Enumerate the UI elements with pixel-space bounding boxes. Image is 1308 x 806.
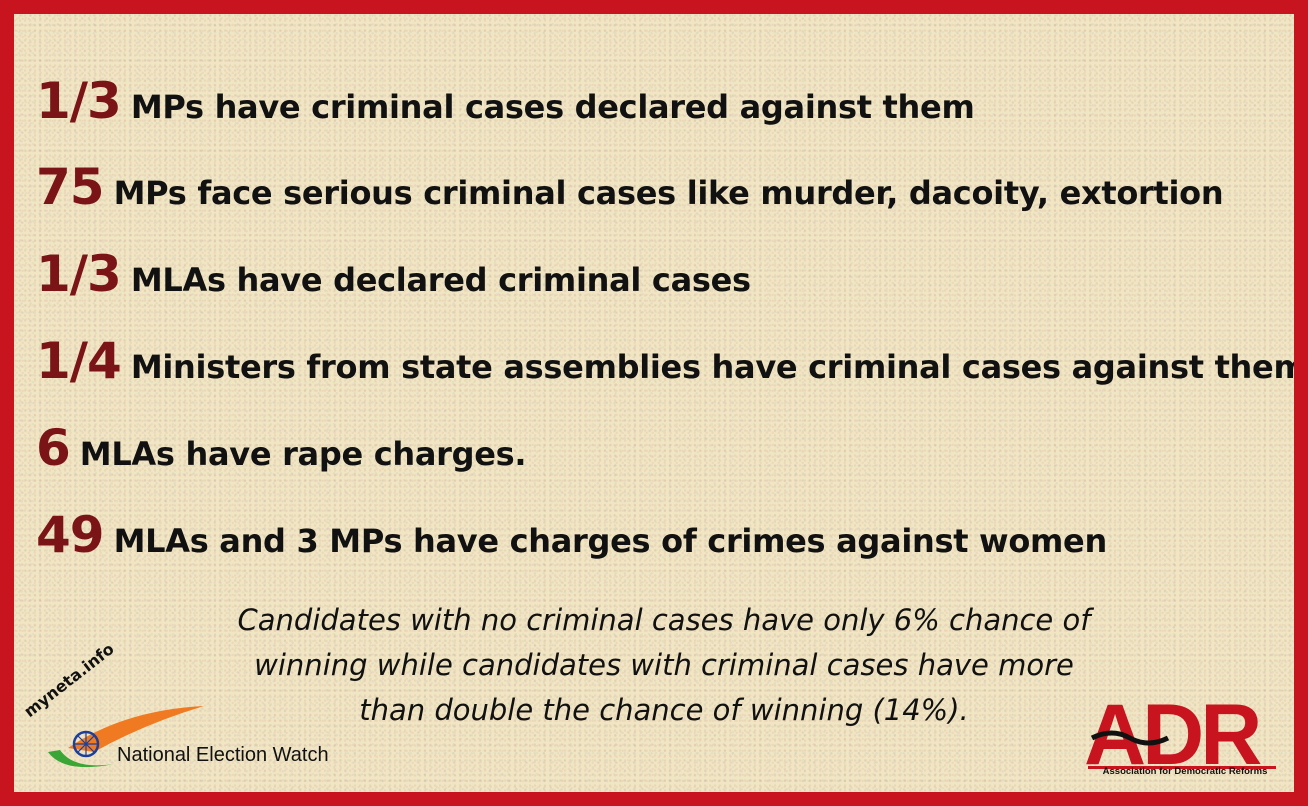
fact-text: MLAs have declared criminal cases	[130, 261, 751, 299]
chakra-spokes	[74, 732, 98, 756]
adr-underline	[1088, 766, 1276, 769]
fact-4: 1/4 Ministers from state assemblies have …	[36, 332, 1294, 390]
adr-wave-icon	[1090, 730, 1170, 746]
winning-chance-note: Candidates with no criminal cases have o…	[204, 598, 1124, 733]
fact-1: 1/3 MPs have criminal cases declared agai…	[36, 72, 975, 130]
fact-number: 1/3	[36, 72, 122, 130]
adr-caption: Association for Democratic Reforms	[1102, 766, 1268, 777]
note-line: winning while candidates with criminal c…	[254, 648, 1074, 682]
fact-3: 1/3 MLAs have declared criminal cases	[36, 245, 751, 303]
national-election-watch-text: National Election Watch	[117, 744, 329, 766]
fact-text: Ministers from state assemblies have cri…	[130, 348, 1294, 386]
fact-5: 6 MLAs have rape charges.	[36, 419, 527, 477]
note-line: Candidates with no criminal cases have o…	[237, 603, 1091, 637]
fact-number: 49	[36, 506, 105, 564]
fact-text: MLAs and 3 MPs have charges of crimes ag…	[113, 522, 1108, 560]
fact-6: 49 MLAs and 3 MPs have charges of crimes …	[36, 506, 1107, 564]
green-swoosh	[48, 750, 114, 768]
fact-number: 75	[36, 158, 105, 216]
fact-number: 1/4	[36, 332, 122, 390]
fact-number: 6	[36, 419, 71, 477]
fact-text: MPs have criminal cases declared against…	[130, 88, 975, 126]
national-election-watch-logo	[48, 706, 204, 768]
fact-text: MPs face serious criminal cases like mur…	[113, 174, 1224, 212]
infographic-panel: 1/3 MPs have criminal cases declared agai…	[14, 14, 1294, 792]
fact-number: 1/3	[36, 245, 122, 303]
saffron-swoosh	[68, 706, 204, 752]
adr-logo: ADR	[1084, 694, 1276, 783]
note-line: than double the chance of winning (14%).	[359, 693, 969, 727]
fact-text: MLAs have rape charges.	[79, 435, 527, 473]
fact-2: 75 MPs face serious criminal cases like m…	[36, 158, 1224, 216]
